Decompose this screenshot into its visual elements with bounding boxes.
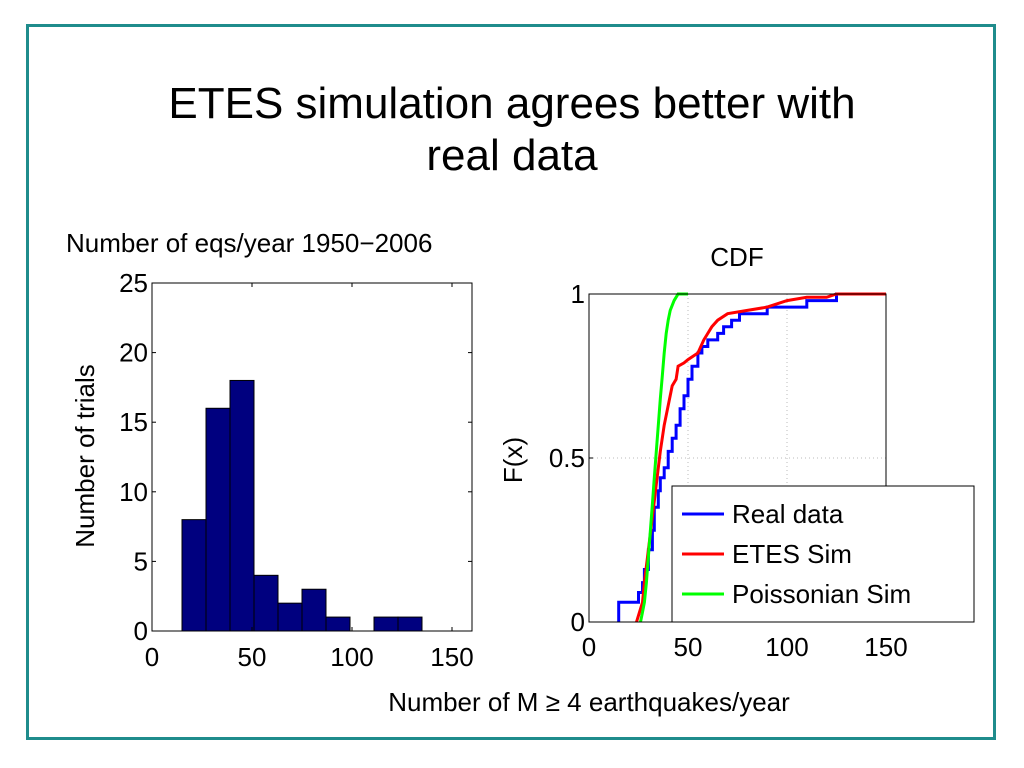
histogram-bar-9 bbox=[397, 616, 423, 632]
histogram-bar-3 bbox=[253, 574, 279, 632]
cdf-series-lines bbox=[617, 292, 886, 623]
slide-title-line-1: ETES simulation agrees better with bbox=[168, 79, 856, 128]
cdf-xtick-label: 100 bbox=[765, 632, 808, 662]
histogram-bar-4 bbox=[277, 602, 303, 632]
shared-xlabel: Number of M ≥ 4 earthquakes/year bbox=[388, 687, 790, 717]
legend-label-1: ETES Sim bbox=[732, 539, 852, 569]
histogram-bars bbox=[181, 379, 423, 632]
cdf-xtick-label: 0 bbox=[582, 632, 596, 662]
histogram-title: Number of eqs/year 1950−2006 bbox=[66, 228, 432, 258]
cdf-ylabel: F(x) bbox=[498, 437, 528, 483]
legend-label-2: Poissonian Sim bbox=[732, 579, 911, 609]
histogram-bar-0 bbox=[181, 519, 207, 632]
histogram-bar-6 bbox=[325, 616, 351, 632]
histogram-ticks: 0 50 100 150 0 5 10 15 20 25 bbox=[119, 268, 474, 672]
histogram-xtick-label: 150 bbox=[430, 642, 473, 672]
histogram-ytick-label: 10 bbox=[119, 477, 148, 507]
histogram-ytick-label: 25 bbox=[119, 268, 148, 298]
histogram-bar-5 bbox=[301, 588, 327, 632]
histogram-bar-2 bbox=[229, 379, 255, 632]
legend-items: Real data ETES Sim Poissonian Sim bbox=[682, 499, 911, 609]
cdf-title: CDF bbox=[710, 242, 763, 272]
histogram-xtick-label: 0 bbox=[145, 642, 159, 672]
histogram-ytick-label: 15 bbox=[119, 407, 148, 437]
cdf-ticks: 0 50 100 150 0 0.5 1 bbox=[549, 279, 908, 662]
cdf-ytick-label: 0 bbox=[571, 607, 585, 637]
cdf-ytick-label: 0.5 bbox=[549, 443, 585, 473]
histogram-xtick-label: 50 bbox=[238, 642, 267, 672]
slide-title: ETES simulation agrees better with real … bbox=[0, 78, 1024, 182]
histogram-bar-1 bbox=[205, 407, 231, 632]
cdf-legend: Real data ETES Sim Poissonian Sim bbox=[671, 485, 975, 623]
histogram-chart: Number of eqs/year 1950−2006 Number of t… bbox=[66, 228, 474, 672]
slide-border bbox=[26, 24, 996, 740]
histogram-axes-box bbox=[151, 282, 473, 632]
histogram-ylabel: Number of trials bbox=[70, 364, 100, 548]
histogram-bar-8 bbox=[373, 616, 399, 632]
slide-title-line-2: real data bbox=[426, 131, 598, 180]
histogram-ytick-label: 20 bbox=[119, 338, 148, 368]
cdf-series-poissonian-sim bbox=[639, 292, 688, 623]
legend-label-0: Real data bbox=[732, 499, 844, 529]
cdf-ytick-label: 1 bbox=[571, 279, 585, 309]
histogram-ytick-label: 5 bbox=[134, 546, 148, 576]
cdf-xtick-label: 50 bbox=[674, 632, 703, 662]
cdf-chart: CDF F(x) 0 50 100 150 0 0.5 1 Real data ETES Si… bbox=[498, 242, 975, 662]
histogram-xtick-label: 100 bbox=[330, 642, 373, 672]
histogram-ytick-label: 0 bbox=[134, 616, 148, 646]
cdf-xtick-label: 150 bbox=[864, 632, 907, 662]
